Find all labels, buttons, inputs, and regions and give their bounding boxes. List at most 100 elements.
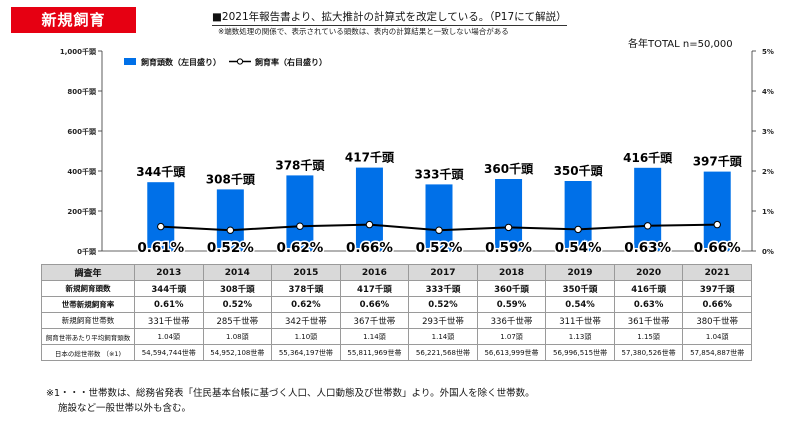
bar-data-label: 417千頭 [345,150,395,165]
right-axis-tick-label: 3% [762,128,774,136]
table-cell: 344千頭 [134,280,204,297]
left-axis-tick-label: 600千頭 [67,127,97,136]
table-cell: 0.63% [613,296,684,313]
line-point [504,223,513,232]
line-data-label: 0.52% [207,240,254,256]
table-cell: 0.66% [339,296,410,313]
table-cell: 1.10頭 [271,328,341,345]
bar-data-label: 360千頭 [484,161,534,176]
year-header-cell: 2018 [476,264,547,281]
line-data-label: 0.52% [416,240,463,256]
table-cell: 367千世帯 [339,312,410,329]
line-data-label: 0.62% [276,240,323,256]
section-badge: 新規飼育 [11,7,136,33]
row-label: 飼育世帯あたり平均飼育頭数 [41,328,135,345]
line-point [435,226,443,234]
line-point [643,222,652,230]
table-cell: 331千世帯 [134,312,204,329]
legend-bar-swatch [124,58,136,65]
right-axis-tick-label: 0% [762,248,774,256]
row-label: 日本の総世帯数 （※1) [41,344,135,361]
line-data-label: 0.59% [485,240,532,256]
table-cell: 360千頭 [476,280,547,297]
table-cell: 336千世帯 [476,312,547,329]
bar-data-label: 344千頭 [136,164,186,179]
table-cell: 0.62% [271,296,341,313]
line-data-label: 0.66% [694,240,741,256]
year-header-cell: 2020 [613,264,684,281]
bar [495,179,523,251]
table-cell: 285千世帯 [202,312,273,329]
year-header-cell: 2017 [408,264,478,281]
combo-chart: 0千頭 200千頭 400千頭 600千頭 800千頭 1,000千頭 0% 1% 2% 3% 4%… [60,47,774,258]
table-cell: 416千頭 [613,280,684,297]
line-point [226,226,235,234]
table-cell: 1.15頭 [613,328,684,345]
line-point [157,222,165,231]
line-data-label: 0.63% [624,240,671,256]
bar-data-label: 397千頭 [693,154,743,169]
header-subnote: ※端数処理の関係で、表示されている頭数は、表内の計算結果と一致しない場合がある [218,27,509,36]
right-axis-tick-label: 2% [762,168,774,176]
legend-bar-label: 飼育頭数（左目盛り） [140,57,221,67]
year-header-cell: 2014 [202,264,273,281]
table-cell: 54,594,744世帯 [134,344,204,361]
table-cell: 350千頭 [545,280,615,297]
right-axis-tick-label: 1% [762,208,774,216]
right-axis-tick-label: 4% [762,88,774,96]
table-header-row: 調査年 2013 2014 2015 2016 2017 2018 2019 2020 2021 [41,264,752,281]
year-header-cell: 2021 [682,264,752,281]
bar [425,184,453,251]
table-cell: 0.61% [134,296,204,313]
sample-total: 各年TOTAL n=50,000 [628,39,733,50]
bar [564,181,592,251]
header-note: ■2021年報告書より、拡大推計の計算式を改定している。（P17にて解説） [212,9,567,26]
line-point [296,222,304,230]
table-cell: 56,221,568世帯 [408,344,478,361]
table-row: 新規飼育頭数 344千頭 308千頭 378千頭 417千頭 333千頭 360千頭 350千… [41,280,752,297]
table-header-label: 調査年 [41,264,135,281]
table-cell: 0.52% [202,296,273,313]
bar-data-label: 378千頭 [275,157,325,172]
table-cell: 1.04頭 [134,328,204,345]
line-point [574,225,582,234]
table-cell: 57,380,526世帯 [613,344,684,361]
bar-data-label: 350千頭 [554,163,604,178]
table-cell: 1.14頭 [339,328,410,345]
legend-line-marker [236,58,244,65]
row-label: 新規飼育頭数 [41,280,135,297]
bar [703,171,731,251]
table-cell: 55,811,969世帯 [339,344,410,361]
bar [216,189,244,251]
table-cell: 54,952,108世帯 [202,344,273,361]
bar [286,175,314,251]
table-cell: 1.13頭 [545,328,615,345]
table-cell: 308千頭 [202,280,273,297]
bar-data-label: 416千頭 [623,150,673,165]
line-data-label: 0.66% [346,240,393,256]
table-cell: 333千頭 [408,280,478,297]
legend-line-label: 飼育率（右目盛り） [254,57,327,67]
right-axis-tick-label: 5% [762,48,774,56]
bar-data-label: 308千頭 [206,171,256,186]
table-row: 日本の総世帯数 （※1) 54,594,744世帯 54,952,108世帯 55,3… [41,344,752,361]
footnote-line2: 施設など一般世帯以外も含む。 [58,403,192,414]
year-header-cell: 2019 [545,264,615,281]
table-row: 飼育世帯あたり平均飼育頭数 1.04頭 1.08頭 1.10頭 1.14頭 1.14頭 1.… [41,328,752,345]
table-row: 新規飼育世帯数 331千世帯 285千世帯 342千世帯 367千世帯 293千世帯 336… [41,312,752,329]
table-cell: 1.08頭 [202,328,273,345]
table-row: 世帯新規飼育率 0.61% 0.52% 0.62% 0.66% 0.52% 0.59% 0.5… [41,296,752,313]
year-header-cell: 2013 [134,264,204,281]
table-cell: 1.07頭 [476,328,547,345]
table-cell: 0.66% [682,296,752,313]
table-cell: 1.04頭 [682,328,752,345]
left-axis-tick-label: 1,000千頭 [60,47,97,56]
left-axis-tick-label: 0千頭 [77,247,97,256]
line-point [713,220,721,229]
table-cell: 417千頭 [339,280,410,297]
table-cell: 361千世帯 [613,312,684,329]
table-cell: 56,996,515世帯 [545,344,615,361]
table-cell: 57,854,887世帯 [682,344,752,361]
line-point [365,220,374,229]
bar-data-label: 333千頭 [414,166,464,181]
